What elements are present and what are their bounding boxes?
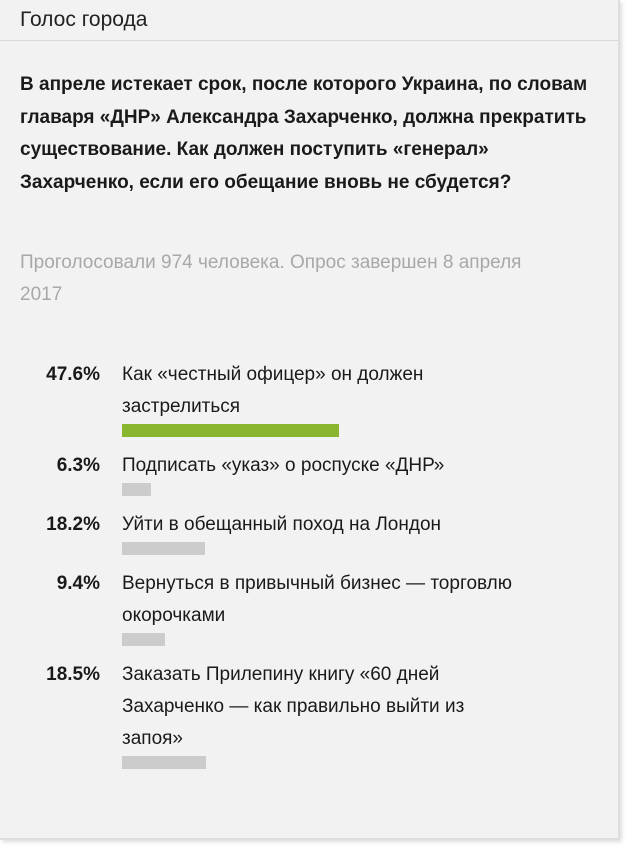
poll-option: 9.4% Вернуться в привычный бизнес — торго… [0,568,618,646]
option-percent: 47.6% [46,364,100,385]
option-percent: 9.4% [56,573,100,594]
option-bar [122,633,165,646]
poll-options: 47.6% Как «честный офицер» он должен заст… [0,359,618,782]
option-text: Заказать Прилепину книгу «60 дней Захарч… [122,664,465,749]
option-percent: 18.2% [46,514,100,535]
poll-option: 47.6% Как «честный офицер» он должен заст… [0,359,618,437]
option-bar [122,542,205,555]
option-text: Уйти в обещанный поход на Лондон [122,514,442,535]
widget-title: Голос города [0,0,618,41]
option-bar [122,424,340,437]
poll-option: 18.2% Уйти в обещанный поход на Лондон [0,509,618,555]
poll-option: 18.5% Заказать Прилепину книгу «60 дней З… [0,659,618,769]
poll-widget: Голос города В апреле истекает срок, пос… [0,0,620,840]
option-text: Как «честный офицер» он должен застрелит… [122,364,424,417]
option-percent: 18.5% [46,664,100,685]
option-bar [122,483,151,496]
poll-question: В апреле истекает срок, после которого У… [20,74,588,193]
option-text: Подписать «указ» о роспуске «ДНР» [122,455,445,476]
option-percent: 6.3% [56,455,100,476]
poll-option: 6.3% Подписать «указ» о роспуске «ДНР» [0,450,618,496]
poll-meta: Проголосовали 974 человека. Опрос заверш… [20,252,522,305]
option-bar [122,756,207,769]
option-text: Вернуться в привычный бизнес — торговлю … [122,573,513,626]
